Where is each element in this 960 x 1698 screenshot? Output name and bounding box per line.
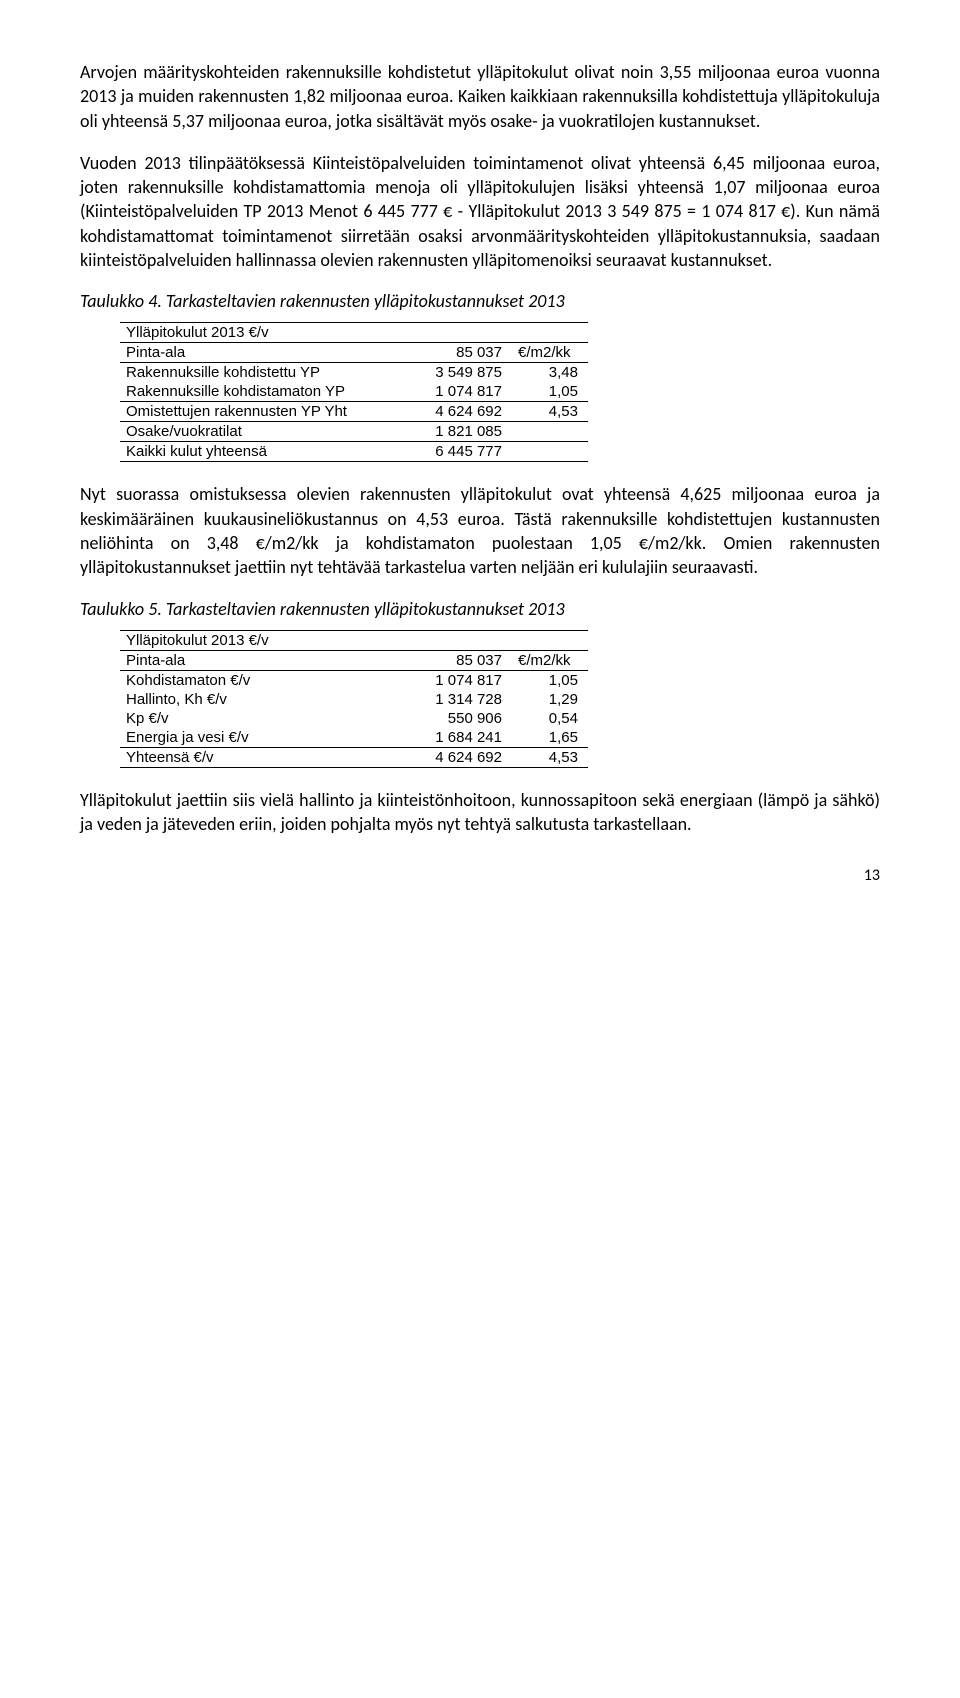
t5-r5-c2: 4 624 692 [396,747,512,767]
t5-r4-c3: 1,65 [512,728,588,748]
t4-r5-c2: 6 445 777 [396,442,512,462]
paragraph-2: Vuoden 2013 tilinpäätöksessä Kiinteistöp… [80,151,880,272]
t5-r2-c3: 1,29 [512,690,588,709]
t5-r4-c1: Energia ja vesi €/v [120,728,396,748]
t4-h-c3: €/m2/kk [512,343,588,363]
t4-r4-c1: Osake/vuokratilat [120,422,396,442]
t5-r5-c1: Yhteensä €/v [120,747,396,767]
t5-title: Ylläpitokulut 2013 €/v [120,630,588,650]
t5-r3-c1: Kp €/v [120,709,396,728]
t4-r2-c2: 1 074 817 [396,382,512,402]
t4-r2-c3: 1,05 [512,382,588,402]
t4-r4-c3 [512,422,588,442]
t4-r5-c1: Kaikki kulut yhteensä [120,442,396,462]
t4-r1-c2: 3 549 875 [396,363,512,383]
t5-h-c3: €/m2/kk [512,650,588,670]
t4-h-c1: Pinta-ala [120,343,396,363]
paragraph-3: Nyt suorassa omistuksessa olevien rakenn… [80,482,880,579]
t5-r1-c1: Kohdistamaton €/v [120,670,396,690]
table5-caption: Taulukko 5. Tarkasteltavien rakennusten … [80,598,880,620]
t5-r5-c3: 4,53 [512,747,588,767]
paragraph-4: Ylläpitokulut jaettiin siis vielä hallin… [80,788,880,837]
t4-r2-c1: Rakennuksille kohdistamaton YP [120,382,396,402]
table-4: Ylläpitokulut 2013 €/v Pinta-ala 85 037 … [120,322,588,462]
t5-r3-c3: 0,54 [512,709,588,728]
table4-caption: Taulukko 4. Tarkasteltavien rakennusten … [80,290,880,312]
page-number: 13 [80,866,880,885]
t4-r3-c2: 4 624 692 [396,402,512,422]
t5-h-c2: 85 037 [396,650,512,670]
t4-title: Ylläpitokulut 2013 €/v [120,323,588,343]
t5-r3-c2: 550 906 [396,709,512,728]
t5-r4-c2: 1 684 241 [396,728,512,748]
t4-r4-c2: 1 821 085 [396,422,512,442]
t5-r1-c3: 1,05 [512,670,588,690]
t4-r5-c3 [512,442,588,462]
paragraph-1: Arvojen määrityskohteiden rakennuksille … [80,60,880,133]
t4-r3-c1: Omistettujen rakennusten YP Yht [120,402,396,422]
t5-r2-c1: Hallinto, Kh €/v [120,690,396,709]
t5-h-c1: Pinta-ala [120,650,396,670]
t4-r1-c1: Rakennuksille kohdistettu YP [120,363,396,383]
t5-r2-c2: 1 314 728 [396,690,512,709]
t4-r1-c3: 3,48 [512,363,588,383]
t4-h-c2: 85 037 [396,343,512,363]
t5-r1-c2: 1 074 817 [396,670,512,690]
table-5: Ylläpitokulut 2013 €/v Pinta-ala 85 037 … [120,630,588,768]
t4-r3-c3: 4,53 [512,402,588,422]
